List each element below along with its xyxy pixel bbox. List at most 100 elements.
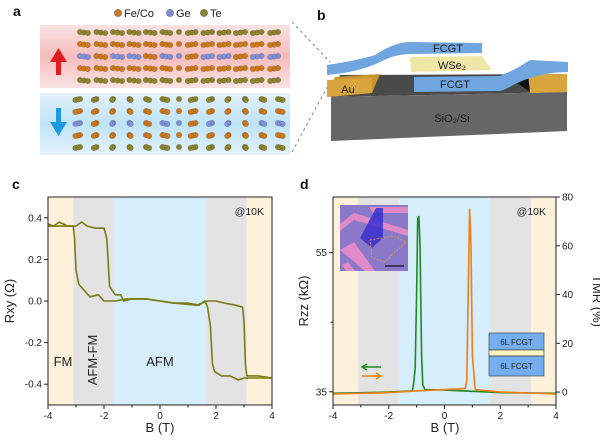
atom bbox=[119, 65, 126, 72]
atom bbox=[175, 143, 182, 150]
atom bbox=[184, 54, 191, 61]
atom bbox=[216, 42, 223, 49]
atom bbox=[224, 120, 231, 127]
wse2-label: WSe₂ bbox=[438, 60, 466, 72]
atom bbox=[205, 108, 212, 115]
atom bbox=[72, 96, 79, 103]
atom bbox=[200, 42, 207, 49]
y-right-axis-label: TMR (%) bbox=[590, 275, 600, 327]
atom bbox=[167, 42, 174, 49]
atom bbox=[205, 132, 212, 139]
atom bbox=[164, 144, 171, 151]
x-tick-label: 4 bbox=[269, 411, 275, 422]
atom bbox=[175, 41, 182, 48]
atom bbox=[127, 120, 134, 127]
atom bbox=[84, 54, 91, 61]
atom bbox=[72, 108, 79, 115]
panel-d-tmr-plot: d -4 -2 0 2 4 35 55 0 20 40 60 80 6L FCGT 6L FCGT B (T… bbox=[296, 176, 600, 435]
stack-barrier bbox=[488, 349, 545, 357]
atom bbox=[232, 30, 239, 37]
atom bbox=[261, 108, 268, 115]
x-tick-label: 2 bbox=[213, 411, 219, 422]
x-tick-label: 4 bbox=[553, 411, 559, 422]
inset-flake bbox=[360, 208, 383, 248]
atom bbox=[175, 76, 182, 83]
atom bbox=[279, 96, 286, 103]
atom bbox=[267, 30, 274, 37]
x-tick-label: 0 bbox=[157, 411, 163, 422]
sweep-up-arrow-icon bbox=[362, 372, 383, 380]
atom bbox=[109, 132, 116, 139]
atom bbox=[151, 65, 158, 72]
atom bbox=[167, 30, 174, 37]
atom bbox=[135, 65, 142, 72]
atom bbox=[146, 132, 153, 139]
panel-a: a Fe/Co Ge Te bbox=[13, 3, 331, 155]
x-tick-label: -4 bbox=[329, 411, 338, 422]
atom bbox=[109, 120, 116, 127]
atom bbox=[249, 65, 256, 72]
atom bbox=[84, 77, 91, 84]
atom bbox=[187, 132, 194, 139]
atom bbox=[84, 65, 91, 72]
y-tick-label: -0.4 bbox=[25, 380, 43, 391]
atom bbox=[279, 108, 286, 115]
atom bbox=[205, 144, 212, 151]
zoom-guide-line bbox=[291, 21, 331, 63]
region-label-afm-fm: AFM-FM bbox=[85, 335, 100, 386]
temperature-annotation: @10K bbox=[517, 206, 546, 218]
y-tick-label: 0.2 bbox=[28, 255, 42, 266]
x-tick-label: 2 bbox=[497, 411, 503, 422]
atom bbox=[127, 132, 134, 139]
au-electrode-left-face bbox=[327, 78, 372, 97]
atom bbox=[146, 120, 153, 127]
stack-bottom-fcgt bbox=[488, 355, 545, 377]
atom bbox=[261, 96, 268, 103]
atom bbox=[216, 54, 223, 61]
atom bbox=[84, 30, 91, 37]
stack-top-label: 6L FCGT bbox=[500, 338, 533, 347]
plot-frame bbox=[332, 196, 557, 406]
atom bbox=[102, 42, 109, 49]
legend-marker-0 bbox=[114, 9, 122, 17]
atom bbox=[205, 96, 212, 103]
atom bbox=[72, 120, 79, 127]
atom bbox=[261, 132, 268, 139]
au-label: Au bbox=[341, 84, 354, 96]
atom bbox=[127, 108, 134, 115]
atom-legend: Fe/Co Ge Te bbox=[114, 8, 222, 20]
panel-label-b: b bbox=[317, 7, 326, 23]
atom bbox=[135, 42, 142, 49]
atom bbox=[90, 132, 97, 139]
atom bbox=[232, 77, 239, 84]
atom bbox=[205, 120, 212, 127]
region-band bbox=[48, 197, 74, 405]
atom bbox=[119, 77, 126, 84]
substrate bbox=[331, 92, 567, 141]
x-tick-label: -2 bbox=[100, 411, 109, 422]
atom bbox=[146, 144, 153, 151]
atom bbox=[184, 30, 191, 37]
substrate-label: SiO₂/Si bbox=[434, 113, 469, 125]
temperature-annotation: @10K bbox=[235, 206, 264, 218]
atom bbox=[164, 96, 171, 103]
atom bbox=[279, 132, 286, 139]
up-arrow-icon bbox=[50, 48, 67, 75]
atom bbox=[242, 120, 249, 127]
panel-label-c: c bbox=[12, 176, 20, 192]
atom bbox=[232, 54, 239, 61]
y-right-tick-label: 40 bbox=[562, 290, 574, 301]
atom bbox=[184, 42, 191, 49]
atom bbox=[187, 96, 194, 103]
atom bbox=[175, 95, 182, 102]
atom bbox=[146, 96, 153, 103]
atom bbox=[261, 144, 268, 151]
atom bbox=[184, 65, 191, 72]
plot-frame bbox=[47, 196, 273, 406]
atom bbox=[249, 42, 256, 49]
y-left-tick-label: 35 bbox=[316, 387, 328, 398]
panel-b: b SiO₂/Si Au FCGT WSe₂ FCGT bbox=[317, 7, 568, 141]
inset-flake-outline bbox=[369, 235, 407, 263]
atom bbox=[187, 144, 194, 151]
